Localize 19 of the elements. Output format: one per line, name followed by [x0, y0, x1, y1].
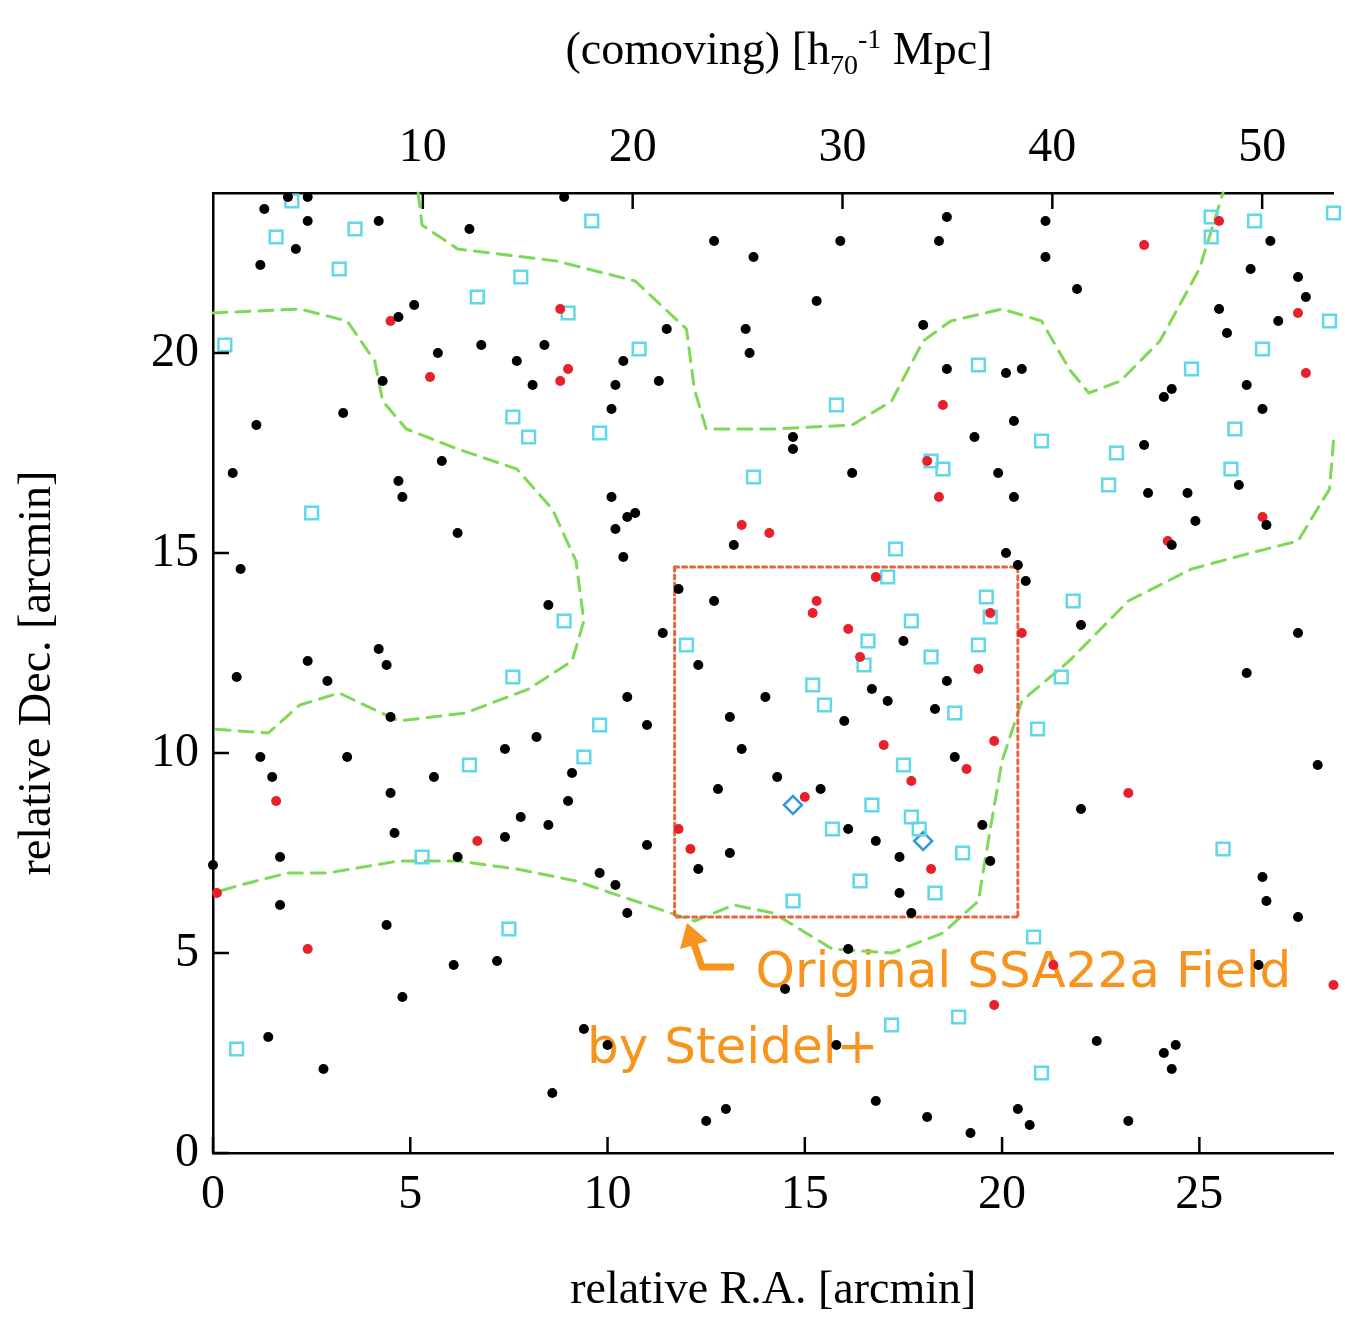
- x-tick-label: 20: [978, 1165, 1027, 1219]
- x2-tick-label: 50: [1238, 117, 1287, 171]
- y-tick-label: 20: [151, 322, 199, 376]
- x-tick-label: 10: [583, 1165, 632, 1219]
- y-axis-title: relative Dec. [arcmin]: [8, 470, 60, 876]
- y-tick-label: 0: [175, 1122, 199, 1176]
- y-tick-label: 10: [151, 722, 199, 776]
- x-tick-label: 25: [1175, 1165, 1224, 1219]
- y-tick-label: 5: [175, 922, 199, 976]
- x-tick-label: 15: [780, 1165, 829, 1219]
- x2-tick-label: 10: [398, 117, 447, 171]
- x2-tick-label: 20: [608, 117, 657, 171]
- x2-axis-title: (comoving) [h$_{70}$$^{-1}$ Mpc]: [564, 22, 994, 82]
- y-tick-label: 15: [151, 522, 199, 576]
- annotation: Original SSA22a Field by Steidel+: [586, 941, 1292, 1075]
- x2-tick-label: 40: [1028, 117, 1077, 171]
- x-axis-title: relative R.A. [arcmin]: [570, 1262, 977, 1314]
- x2-tick-label: 30: [818, 117, 867, 171]
- x-tick-label: 5: [398, 1165, 423, 1219]
